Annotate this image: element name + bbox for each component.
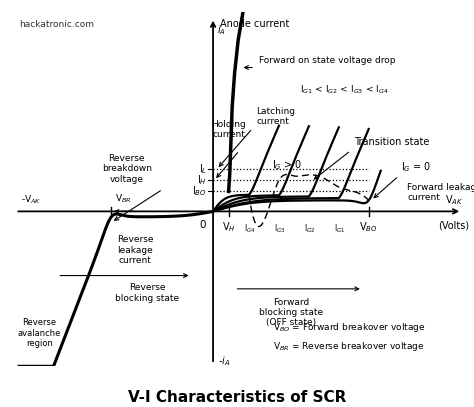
Text: I$_{G1}$ < I$_{G2}$ < I$_{G3}$ < I$_{G4}$: I$_{G1}$ < I$_{G2}$ < I$_{G3}$ < I$_{G4}… [301, 83, 389, 96]
Text: V$_{BO}$: V$_{BO}$ [359, 220, 378, 234]
Text: Transition state: Transition state [355, 137, 430, 147]
Text: V$_{BR}$ = Reverse breakover voltage: V$_{BR}$ = Reverse breakover voltage [273, 340, 425, 353]
Text: Forward
blocking state
(OFF state): Forward blocking state (OFF state) [259, 298, 323, 328]
Text: I$_{G3}$: I$_{G3}$ [274, 223, 286, 235]
Text: -i$_A$: -i$_A$ [218, 354, 230, 368]
Text: Anode current: Anode current [220, 19, 290, 29]
Text: Holding
current: Holding current [211, 120, 246, 140]
Text: Forward leakage
current: Forward leakage current [407, 183, 474, 202]
Text: V$_H$: V$_H$ [222, 220, 236, 234]
Text: I$_L$: I$_L$ [199, 162, 207, 176]
Text: Forward on state voltage drop: Forward on state voltage drop [258, 56, 395, 66]
Text: I$_{BO}$: I$_{BO}$ [192, 184, 207, 198]
Text: (Volts): (Volts) [438, 220, 469, 230]
Text: hackatronic.com: hackatronic.com [19, 20, 94, 29]
Text: V-I Characteristics of SCR: V-I Characteristics of SCR [128, 390, 346, 405]
Text: Reverse
avalanche
region: Reverse avalanche region [18, 318, 61, 348]
Text: i$_A$: i$_A$ [217, 23, 226, 37]
Text: I$_{G4}$: I$_{G4}$ [245, 223, 256, 235]
Text: I$_{G2}$: I$_{G2}$ [304, 223, 316, 235]
Text: Reverse
breakdown
voltage: Reverse breakdown voltage [102, 154, 152, 184]
Text: -V$_{AK}$: -V$_{AK}$ [21, 193, 42, 206]
Text: I$_H$: I$_H$ [197, 173, 207, 187]
Text: V$_{BR}$: V$_{BR}$ [115, 192, 131, 205]
Text: Reverse
blocking state: Reverse blocking state [115, 283, 179, 303]
Text: V$_{AK}$: V$_{AK}$ [445, 193, 463, 207]
Text: 0: 0 [200, 220, 206, 230]
Text: V$_{BO}$ = Forward breakover voltage: V$_{BO}$ = Forward breakover voltage [273, 321, 425, 334]
Text: I$_G$ = 0: I$_G$ = 0 [401, 160, 431, 174]
Text: Reverse
leakage
current: Reverse leakage current [117, 235, 154, 265]
Text: Latching
current: Latching current [256, 107, 295, 126]
Text: I$_G$ > 0: I$_G$ > 0 [272, 158, 302, 172]
Text: I$_{G1}$: I$_{G1}$ [334, 223, 346, 235]
